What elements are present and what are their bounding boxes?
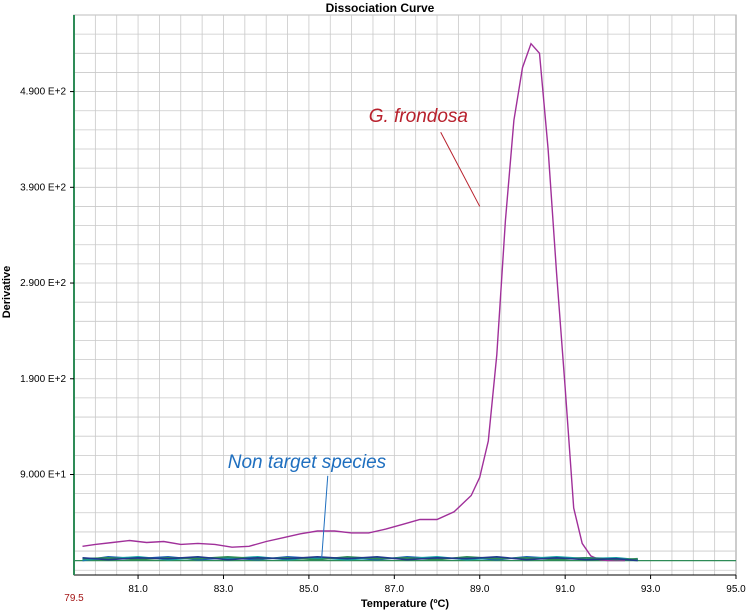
annotation-non-target-label: Non target species — [228, 452, 387, 473]
annotation-g-frondosa-label: G. frondosa — [369, 106, 468, 127]
x-tick-label: 95.0 — [726, 584, 746, 595]
x-tick-label: 85.0 — [299, 584, 319, 595]
plot-area — [73, 14, 737, 576]
y-tick-label: 9.000 E+1 — [20, 469, 66, 480]
grid-lines — [74, 14, 736, 575]
chart-title: Dissociation Curve — [326, 1, 435, 15]
x-tick-label: 83.0 — [214, 584, 234, 595]
x-tick-label: 87.0 — [385, 584, 405, 595]
x-tick-label: 81.0 — [128, 584, 148, 595]
x-axis-start-label: 79.5 — [64, 593, 84, 604]
y-tick-label: 2.900 E+2 — [20, 278, 66, 289]
y-tick-label: 4.900 E+2 — [20, 87, 66, 98]
series-line-nontarget — [82, 555, 638, 562]
x-tick-label: 91.0 — [555, 584, 575, 595]
y-axis-label: Derivative — [1, 266, 13, 319]
series-line-target — [82, 42, 625, 562]
plot-background — [73, 14, 737, 576]
annotations: G. frondosa Non target species — [228, 106, 481, 558]
y-tick-label: 3.900 E+2 — [20, 182, 66, 193]
annotation-g-frondosa-leader — [440, 131, 481, 207]
x-tick-label: 93.0 — [641, 584, 661, 595]
x-axis: 81.0 83.0 85.0 87.0 89.0 91.0 93.0 95.0 79.5 — [64, 574, 746, 604]
annotation-non-target-leader — [321, 475, 329, 558]
series-line-nontarget — [82, 555, 638, 561]
x-tick-label: 89.0 — [470, 584, 490, 595]
y-axis: 9.000 E+1 1.900 E+2 2.900 E+2 3.900 E+2 4.90… — [20, 15, 75, 575]
series-lines — [74, 42, 736, 562]
x-axis-label: Temperature (ºC) — [361, 598, 449, 610]
y-tick-label: 1.900 E+2 — [20, 374, 66, 385]
